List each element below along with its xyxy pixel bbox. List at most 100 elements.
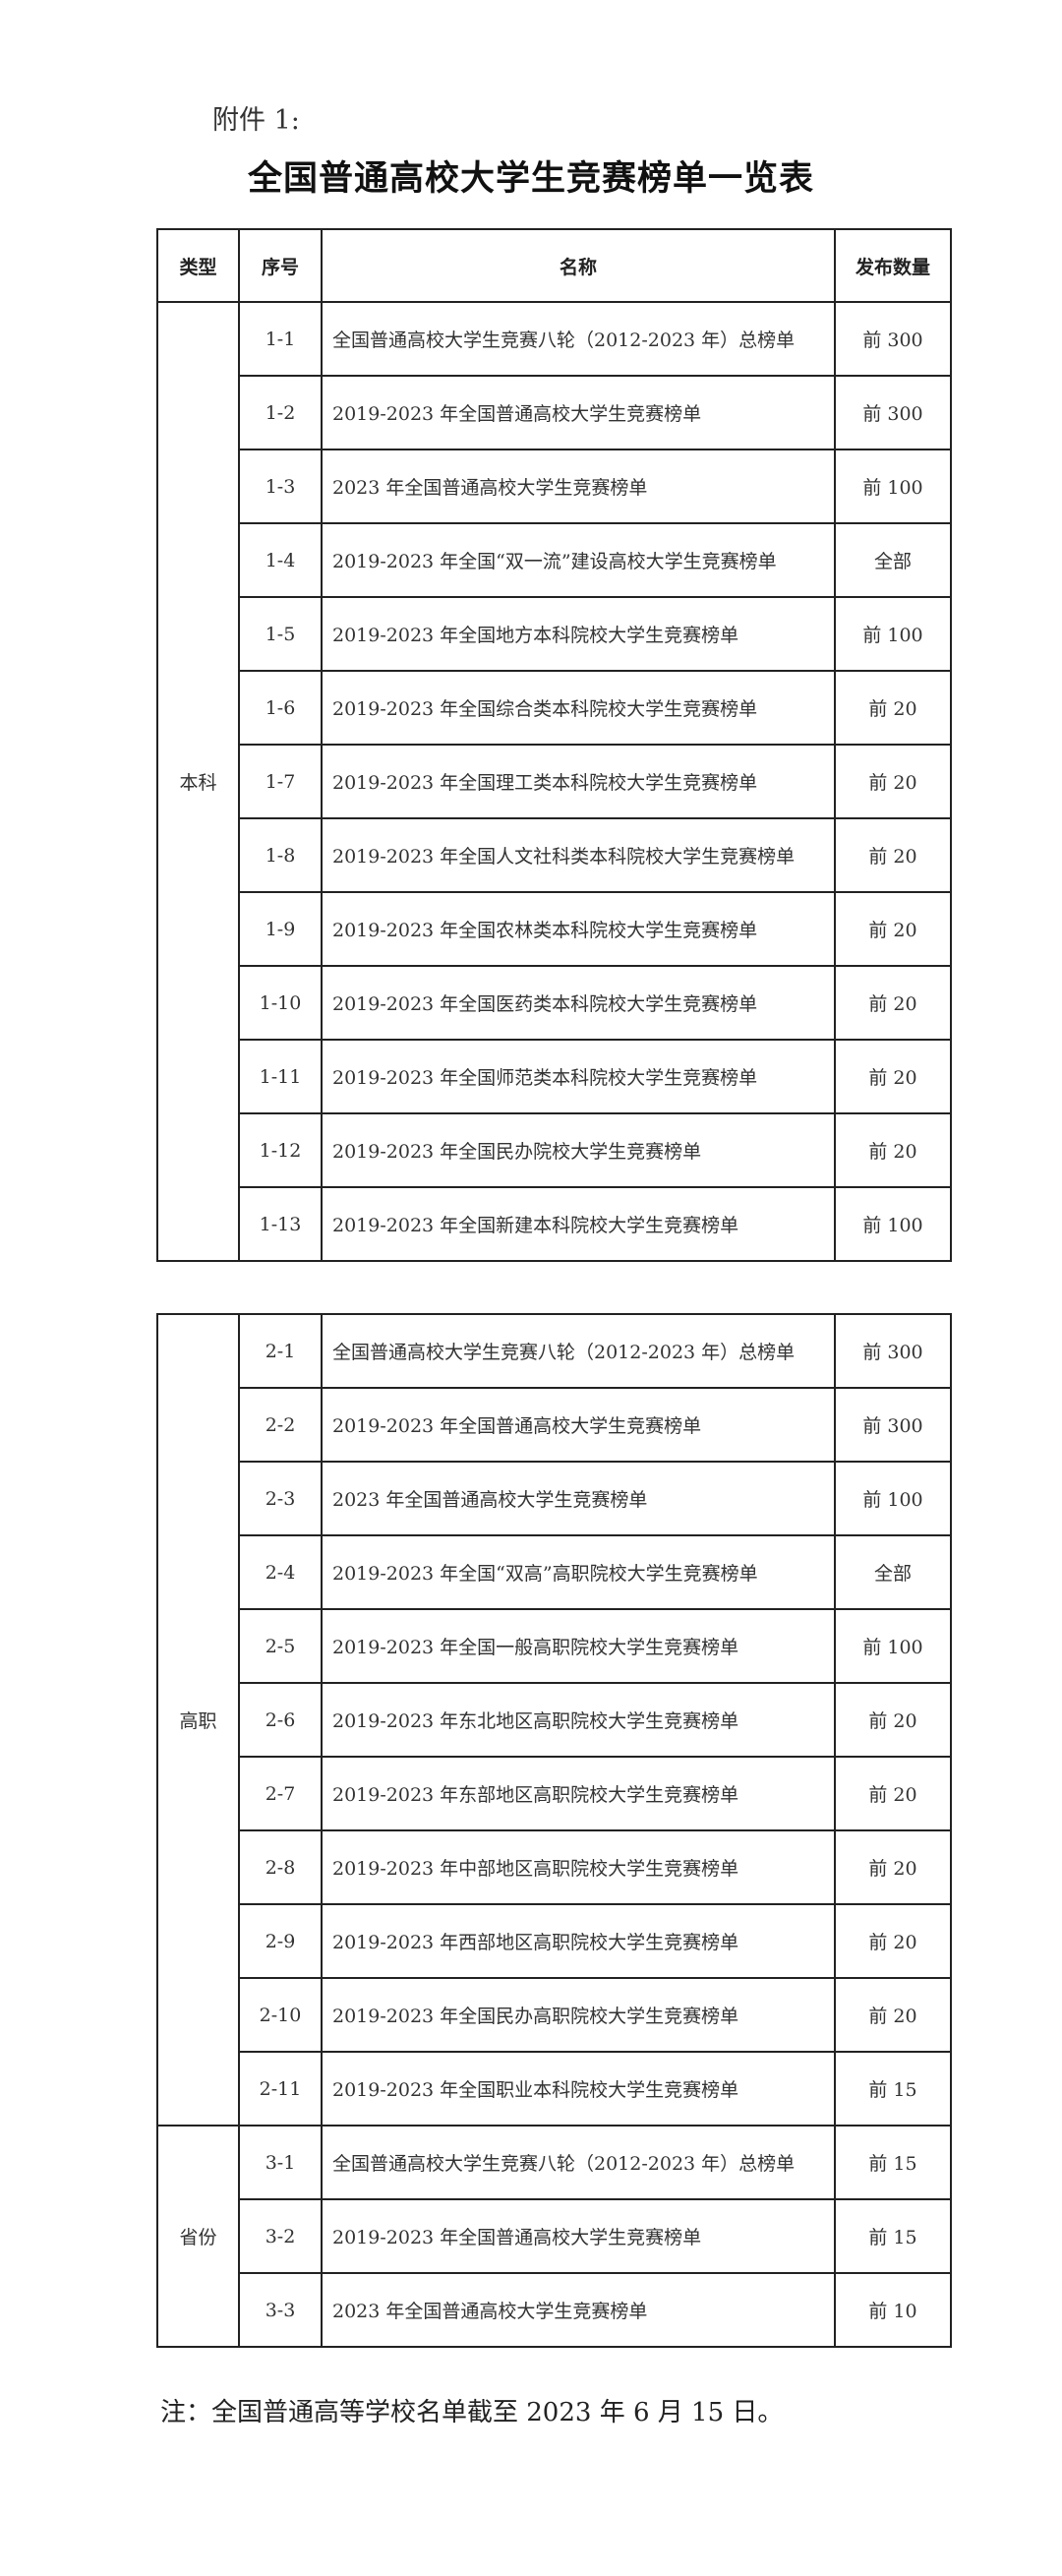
index-cell: 2-1: [238, 1313, 323, 1389]
table-row: 1-3 2023 年全国普通高校大学生竞赛榜单前 100: [157, 449, 952, 524]
name-cell: 2019-2023 年全国新建本科院校大学生竞赛榜单: [321, 1186, 836, 1262]
table-row: 2-6 2019-2023 年东北地区高职院校大学生竞赛榜单前 20: [157, 1682, 952, 1758]
count-cell: 前 300: [834, 375, 952, 450]
index-cell: 1-8: [238, 817, 323, 893]
index-cell: 1-11: [238, 1039, 323, 1114]
index-cell: 2-8: [238, 1829, 323, 1905]
index-cell: 1-5: [238, 596, 323, 672]
count-cell: 前 20: [834, 1903, 952, 1979]
table-row: 2-11 2019-2023 年全国职业本科院校大学生竞赛榜单前 15: [157, 2051, 952, 2127]
table-row: 1-4 2019-2023 年全国“双一流”建设高校大学生竞赛榜单 全部: [157, 522, 952, 598]
name-cell: 2019-2023 年中部地区高职院校大学生竞赛榜单: [321, 1829, 836, 1905]
index-cell: 2-9: [238, 1903, 323, 1979]
category-cell: 本科: [156, 301, 240, 1262]
name-cell: 全国普通高校大学生竞赛八轮（2012-2023 年）总榜单: [321, 2125, 836, 2200]
count-cell: 前 15: [834, 2198, 952, 2274]
table-row: 1-5 2019-2023 年全国地方本科院校大学生竞赛榜单前 100: [157, 596, 952, 672]
count-cell: 前 20: [834, 817, 952, 893]
count-cell: 前 100: [834, 1461, 952, 1536]
count-cell: 前 20: [834, 1977, 952, 2053]
index-cell: 1-2: [238, 375, 323, 450]
name-cell: 2019-2023 年西部地区高职院校大学生竞赛榜单: [321, 1903, 836, 1979]
header-type: 类型: [156, 228, 240, 303]
index-cell: 1-7: [238, 744, 323, 819]
count-cell: 前 100: [834, 449, 952, 524]
table-row: 1-11 2019-2023 年全国师范类本科院校大学生竞赛榜单前 20: [157, 1039, 952, 1114]
index-cell: 1-1: [238, 301, 323, 377]
count-cell: 前 100: [834, 596, 952, 672]
index-cell: 2-4: [238, 1534, 323, 1610]
name-cell: 2019-2023 年全国师范类本科院校大学生竞赛榜单: [321, 1039, 836, 1114]
index-cell: 3-3: [238, 2272, 323, 2348]
index-cell: 1-12: [238, 1112, 323, 1188]
index-cell: 3-2: [238, 2198, 323, 2274]
name-cell: 2019-2023 年全国普通高校大学生竞赛榜单: [321, 1387, 836, 1463]
count-cell: 前 300: [834, 1387, 952, 1463]
name-cell: 2019-2023 年全国民办高职院校大学生竞赛榜单: [321, 1977, 836, 2053]
table-row: 1-9 2019-2023 年全国农林类本科院校大学生竞赛榜单前 20: [157, 891, 952, 967]
table-row: 2-3 2023 年全国普通高校大学生竞赛榜单前 100: [157, 1461, 952, 1536]
count-cell: 前 20: [834, 1756, 952, 1831]
ranking-table-undergraduate: 类型 序号 名称 发布数量 本科 1-1 全国普通高校大学生竞赛八轮（2012-20…: [156, 228, 952, 1262]
count-cell: 前 20: [834, 1682, 952, 1758]
index-cell: 2-5: [238, 1608, 323, 1684]
name-cell: 2019-2023 年全国“双一流”建设高校大学生竞赛榜单: [321, 522, 836, 598]
count-cell: 前 20: [834, 1039, 952, 1114]
count-cell: 前 20: [834, 1112, 952, 1188]
name-cell: 2019-2023 年全国普通高校大学生竞赛榜单: [321, 2198, 836, 2274]
index-cell: 2-6: [238, 1682, 323, 1758]
table-row: 1-6 2019-2023 年全国综合类本科院校大学生竞赛榜单前 20: [157, 670, 952, 746]
index-cell: 1-13: [238, 1186, 323, 1262]
name-cell: 2019-2023 年全国地方本科院校大学生竞赛榜单: [321, 596, 836, 672]
table-row: 1-7 2019-2023 年全国理工类本科院校大学生竞赛榜单前 20: [157, 744, 952, 819]
name-cell: 2019-2023 年全国人文社科类本科院校大学生竞赛榜单: [321, 817, 836, 893]
name-cell: 全国普通高校大学生竞赛八轮（2012-2023 年）总榜单: [321, 301, 836, 377]
table-row: 2-10 2019-2023 年全国民办高职院校大学生竞赛榜单前 20: [157, 1977, 952, 2053]
index-cell: 2-11: [238, 2051, 323, 2127]
name-cell: 2019-2023 年东部地区高职院校大学生竞赛榜单: [321, 1756, 836, 1831]
name-cell: 2023 年全国普通高校大学生竞赛榜单: [321, 2272, 836, 2348]
name-cell: 全国普通高校大学生竞赛八轮（2012-2023 年）总榜单: [321, 1313, 836, 1389]
name-cell: 2019-2023 年全国农林类本科院校大学生竞赛榜单: [321, 891, 836, 967]
name-cell: 2019-2023 年东北地区高职院校大学生竞赛榜单: [321, 1682, 836, 1758]
count-cell: 前 20: [834, 670, 952, 746]
page-title: 全国普通高校大学生竞赛榜单一览表: [247, 158, 814, 199]
table-row: 2-8 2019-2023 年中部地区高职院校大学生竞赛榜单前 20: [157, 1829, 952, 1905]
table-row: 本科 1-1 全国普通高校大学生竞赛八轮（2012-2023 年）总榜单前 300: [156, 301, 952, 1262]
name-cell: 2019-2023 年全国医药类本科院校大学生竞赛榜单: [321, 965, 836, 1041]
count-cell: 前 20: [834, 965, 952, 1041]
count-cell: 前 100: [834, 1608, 952, 1684]
header-name: 名称: [321, 228, 836, 303]
header-count: 发布数量: [834, 228, 952, 303]
ranking-table-vocational-provincial: 高职 2-1 全国普通高校大学生竞赛八轮（2012-2023 年）总榜单前 300 2…: [156, 1313, 952, 2348]
table-row: 1-8 2019-2023 年全国人文社科类本科院校大学生竞赛榜单前 20: [157, 817, 952, 893]
name-cell: 2019-2023 年全国民办院校大学生竞赛榜单: [321, 1112, 836, 1188]
name-cell: 2019-2023 年全国职业本科院校大学生竞赛榜单: [321, 2051, 836, 2127]
table-row: 3-3 2023 年全国普通高校大学生竞赛榜单前 10: [157, 2272, 952, 2348]
count-cell: 前 15: [834, 2125, 952, 2200]
table-row: 2-4 2019-2023 年全国“双高”高职院校大学生竞赛榜单 全部: [157, 1534, 952, 1610]
table-row: 2-5 2019-2023 年全国一般高职院校大学生竞赛榜单前 100: [157, 1608, 952, 1684]
index-cell: 3-1: [238, 2125, 323, 2200]
index-cell: 1-4: [238, 522, 323, 598]
name-cell: 2019-2023 年全国一般高职院校大学生竞赛榜单: [321, 1608, 836, 1684]
count-cell: 前 20: [834, 1829, 952, 1905]
table-row: 1-13 2019-2023 年全国新建本科院校大学生竞赛榜单前 100: [157, 1186, 952, 1262]
name-cell: 2019-2023 年全国理工类本科院校大学生竞赛榜单: [321, 744, 836, 819]
index-cell: 1-3: [238, 449, 323, 524]
name-cell: 2023 年全国普通高校大学生竞赛榜单: [321, 1461, 836, 1536]
name-cell: 2019-2023 年全国普通高校大学生竞赛榜单: [321, 375, 836, 450]
footnote: 注：全国普通高等学校名单截至 2023 年 6 月 15 日。: [160, 2398, 784, 2427]
count-cell: 前 100: [834, 1186, 952, 1262]
index-cell: 2-10: [238, 1977, 323, 2053]
index-cell: 2-2: [238, 1387, 323, 1463]
index-cell: 2-7: [238, 1756, 323, 1831]
count-cell: 全部: [834, 1534, 952, 1610]
table-row: 3-2 2019-2023 年全国普通高校大学生竞赛榜单前 15: [157, 2198, 952, 2274]
count-cell: 前 20: [834, 891, 952, 967]
count-cell: 前 10: [834, 2272, 952, 2348]
count-cell: 前 20: [834, 744, 952, 819]
header-index: 序号: [238, 228, 323, 303]
name-cell: 2019-2023 年全国综合类本科院校大学生竞赛榜单: [321, 670, 836, 746]
count-cell: 前 15: [834, 2051, 952, 2127]
